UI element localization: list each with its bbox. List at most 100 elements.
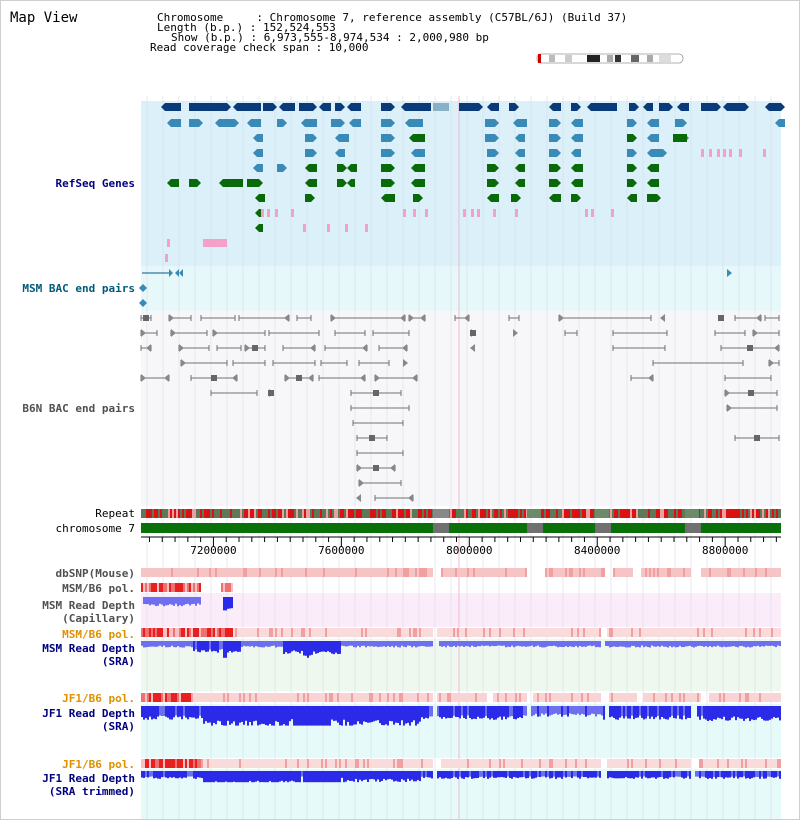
bac-pair[interactable]	[330, 314, 406, 322]
depth-bar	[169, 597, 171, 605]
bac-pair[interactable]	[238, 314, 290, 322]
snp-cell	[279, 759, 281, 768]
track-label-msm-b6-pol-1[interactable]: MSM/B6 pol.	[62, 582, 135, 595]
track-label-msm-b6-pol-2[interactable]: MSM/B6 pol.	[62, 628, 135, 641]
bac-pair[interactable]	[216, 345, 242, 351]
bac-pair[interactable]	[374, 494, 414, 502]
bac-pair[interactable]	[190, 374, 238, 382]
depth-bar	[763, 641, 765, 647]
bac-pair[interactable]	[352, 420, 404, 426]
bac-pair[interactable]	[200, 315, 236, 321]
bac-pair[interactable]	[408, 314, 426, 322]
bac-pair[interactable]	[358, 360, 390, 366]
bac-pair[interactable]	[378, 344, 408, 352]
bac-pair[interactable]	[284, 374, 314, 382]
depth-bar	[521, 771, 523, 778]
track-label-b6n-bac[interactable]: B6N BAC end pairs	[22, 402, 135, 415]
bac-pair[interactable]	[513, 329, 518, 337]
snp-cell	[509, 759, 511, 768]
track-label-msm-bac[interactable]: MSM BAC end pairs	[22, 282, 135, 295]
track-label-msm-sra-depth[interactable]: MSM Read Depth	[42, 642, 135, 655]
track-label-msm-cap-depth[interactable]: MSM Read Depth	[42, 599, 135, 612]
track-label-jf1-sra-depth[interactable]: JF1 Read Depth	[42, 707, 135, 720]
bac-pair[interactable]	[232, 360, 266, 366]
bac-pair[interactable]	[350, 390, 402, 396]
snp-cell	[331, 759, 333, 768]
track-label-jf1-b6-pol-2[interactable]: JF1/B6 pol.	[62, 758, 135, 771]
bac-pair[interactable]	[268, 389, 274, 397]
bac-pair[interactable]	[334, 330, 366, 336]
bac-pair[interactable]	[714, 330, 746, 336]
bac-pair[interactable]	[140, 329, 158, 337]
track-label-jf1-b6-pol-1[interactable]: JF1/B6 pol.	[62, 692, 135, 705]
bac-pair[interactable]	[356, 450, 404, 456]
depth-bar	[143, 597, 145, 605]
bac-pair[interactable]	[358, 479, 402, 487]
bac-pair[interactable]	[372, 330, 410, 336]
bac-pair[interactable]	[282, 344, 316, 352]
depth-bar	[381, 771, 383, 781]
bac-pair[interactable]	[734, 314, 762, 322]
depth-bar	[549, 706, 551, 716]
chromosome-ideogram[interactable]	[536, 53, 684, 64]
bac-pair[interactable]	[612, 330, 668, 336]
bac-pair[interactable]	[272, 360, 316, 366]
bac-pair[interactable]	[752, 329, 780, 337]
bac-pair[interactable]	[140, 344, 152, 352]
bac-pair[interactable]	[318, 374, 366, 382]
bac-pair[interactable]	[508, 315, 520, 321]
track-label-repeat[interactable]: Repeat	[95, 507, 135, 520]
bac-pair[interactable]	[470, 329, 476, 337]
bac-pair[interactable]	[374, 374, 418, 382]
bac-pair[interactable]	[268, 330, 320, 336]
bac-pair[interactable]	[356, 494, 361, 502]
track-label-jf1-trim-depth[interactable]: JF1 Read Depth	[42, 772, 135, 785]
bac-pair[interactable]	[768, 359, 780, 367]
bac-pair[interactable]	[764, 315, 780, 321]
snp-cell	[775, 759, 777, 768]
bac-pair[interactable]	[140, 315, 152, 321]
bac-pair[interactable]	[170, 329, 208, 337]
track-label-dbsnp[interactable]: dbSNP(Mouse)	[55, 567, 135, 580]
bac-pair[interactable]	[244, 344, 266, 352]
bac-pair[interactable]	[652, 360, 744, 366]
bac-pair[interactable]	[558, 314, 652, 322]
bac-pair[interactable]	[320, 360, 348, 366]
bac-pair[interactable]	[454, 314, 470, 322]
bac-pair[interactable]	[612, 345, 666, 351]
bac-pair[interactable]	[718, 315, 724, 321]
bac-pair[interactable]	[140, 374, 170, 382]
bac-pair[interactable]	[660, 314, 665, 322]
bac-pair[interactable]	[356, 464, 396, 472]
snp-cell	[681, 628, 683, 637]
bac-pair[interactable]	[724, 389, 778, 397]
bac-pair[interactable]	[210, 390, 258, 396]
bac-pair[interactable]	[734, 435, 780, 441]
bac-pair[interactable]	[470, 344, 475, 352]
bac-pair[interactable]	[212, 329, 266, 337]
depth-bar	[399, 706, 401, 726]
depth-bar	[521, 641, 523, 647]
bac-pair[interactable]	[296, 315, 312, 321]
bac-pair[interactable]	[726, 404, 778, 412]
bac-pair[interactable]	[403, 359, 408, 367]
gene-block	[335, 134, 349, 142]
bac-pair[interactable]	[564, 330, 578, 336]
bac-pair[interactable]	[178, 344, 210, 352]
bac-pair[interactable]	[324, 344, 368, 352]
depth-bar	[771, 641, 773, 646]
snp-cell	[673, 693, 675, 702]
snp-cell	[487, 628, 489, 637]
bac-pair[interactable]	[720, 344, 780, 352]
bac-pair[interactable]	[630, 374, 654, 382]
track-label-chromosome[interactable]: chromosome 7	[55, 522, 135, 535]
snp-cell	[733, 693, 735, 702]
snp-cell	[141, 693, 143, 702]
bac-pair[interactable]	[180, 359, 228, 367]
bac-pair[interactable]	[350, 405, 410, 411]
bac-pair[interactable]	[724, 375, 772, 381]
track-label-refseq[interactable]: RefSeq Genes	[55, 177, 135, 190]
bac-pair[interactable]	[168, 314, 192, 322]
bac-pair[interactable]	[356, 435, 388, 441]
